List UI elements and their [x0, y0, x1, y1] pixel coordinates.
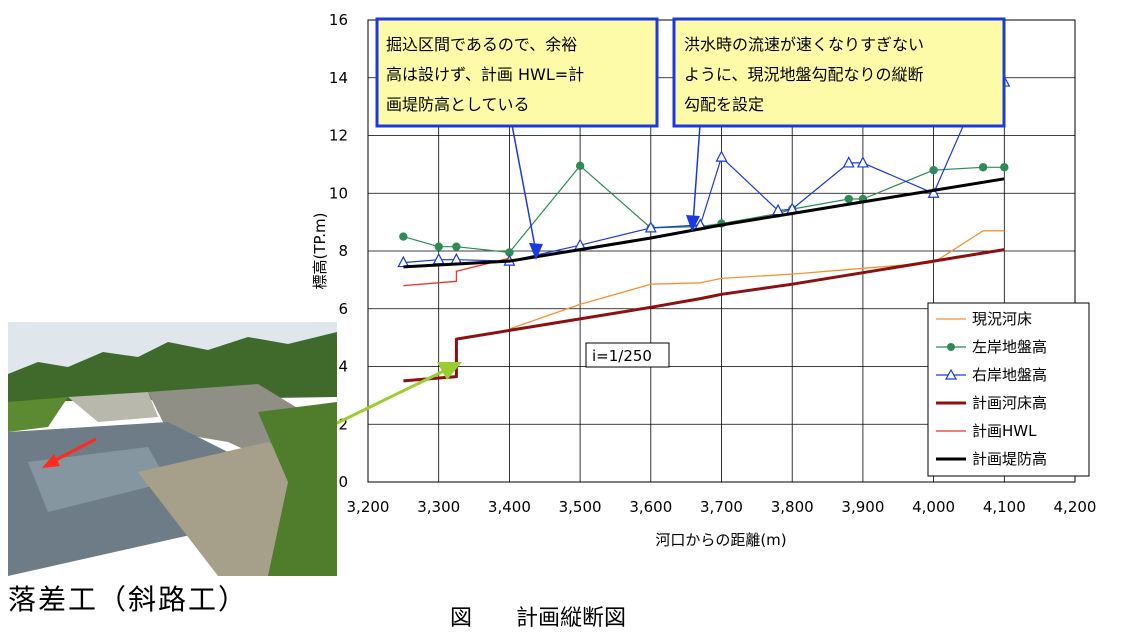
callout-left-pointer	[511, 124, 537, 253]
callout-right-box	[672, 17, 1006, 128]
photo-grass-right	[258, 402, 337, 576]
series-point-1	[844, 194, 853, 204]
legend-label-2: 右岸地盤高	[972, 366, 1047, 384]
series-point-1	[399, 232, 408, 241]
series-point-1	[978, 163, 988, 172]
drop-structure-photo	[8, 322, 337, 576]
series-point-1	[1000, 163, 1009, 172]
slope-label: i=1/250	[592, 347, 652, 365]
callout-left-line-1: 掘込区間であるので、余裕	[386, 35, 577, 54]
chart: 3,200 3,300 3,400 3,500 3,600 3,700 3,800 3,900…	[311, 11, 1097, 549]
legend-marker-2	[944, 368, 958, 380]
series-line-5	[403, 177, 1005, 269]
y-tick-label: 16	[329, 11, 348, 29]
series-point-1	[929, 165, 938, 175]
series-point-2	[927, 186, 940, 198]
x-tick-label: 4,200	[1054, 498, 1097, 516]
photo-pointer-arrowhead	[437, 362, 462, 380]
y-tick-label: 0	[338, 473, 348, 491]
x-tick-label: 3,700	[700, 498, 743, 516]
series-point-1	[575, 161, 585, 171]
series-point-2	[715, 150, 728, 162]
series-line-3	[403, 248, 1005, 383]
callout-left-box	[375, 17, 659, 128]
series-line-4	[403, 257, 510, 287]
legend-label-5: 計画堤防高	[972, 450, 1047, 468]
x-tick-label: 3,600	[629, 498, 672, 516]
callout-left-line-3: 画堤防高としている	[386, 95, 530, 114]
series-point-2	[397, 255, 410, 268]
series-point-2	[432, 252, 445, 265]
y-tick-label: 12	[329, 127, 348, 145]
tick-layer: 3,200 3,300 3,400 3,500 3,600 3,700 3,800 3,900…	[329, 11, 1097, 516]
legend-marker-1	[947, 343, 955, 351]
callout-right-pointer	[692, 124, 701, 225]
y-tick-label: 10	[329, 184, 348, 202]
x-tick-label: 3,400	[488, 498, 531, 516]
x-tick-label: 3,200	[347, 498, 390, 516]
callout-right-line-2: ように、現況地盤勾配なりの縦断	[684, 65, 924, 84]
y-tick-label: 8	[338, 242, 348, 260]
series-point-1	[452, 242, 461, 251]
callout-right-line-1: 洪水時の流速が速くなりすぎない	[684, 35, 924, 54]
callout-left-arrowhead	[529, 243, 543, 260]
legend-label-0: 現況河床	[972, 310, 1032, 328]
x-axis-title: 河口からの距離(m)	[655, 531, 786, 549]
series-point-2	[450, 252, 463, 265]
series-point-1	[505, 248, 514, 257]
series-line-0	[509, 230, 1005, 330]
x-tick-label: 3,800	[771, 498, 814, 516]
photo-embankment	[68, 392, 158, 422]
series-point-2	[644, 221, 657, 233]
y-tick-label: 4	[338, 358, 348, 376]
y-axis-title: 標高(TP.m)	[311, 213, 329, 290]
x-tick-label: 4,100	[983, 498, 1026, 516]
series-line-1	[403, 165, 1005, 253]
callout-left-line-2: 高は設けず、計画 HWL=計	[386, 65, 584, 84]
series-point-1	[434, 242, 443, 251]
x-tick-label: 3,900	[841, 498, 884, 516]
series-point-2	[842, 156, 855, 168]
legend-box	[927, 302, 1090, 477]
series-point-2	[856, 156, 869, 168]
callout-right-arrowhead	[686, 215, 700, 232]
photo-pointer-arrow	[332, 368, 447, 427]
x-tick-label: 3,500	[559, 498, 602, 516]
x-tick-label: 4,000	[912, 498, 955, 516]
photo-water-reflection	[28, 447, 168, 512]
series-layer	[397, 73, 1011, 383]
y-tick-label: 6	[338, 300, 348, 318]
legend-label-3: 計画河床高	[972, 394, 1047, 412]
x-tick-label: 3,300	[417, 498, 460, 516]
slope-label-box	[585, 342, 670, 368]
photo-flow-arrowhead	[42, 454, 60, 468]
y-tick-label: 2	[338, 415, 348, 433]
legend-label-4: 計画HWL	[972, 422, 1037, 440]
photo-grass-left	[8, 397, 68, 432]
callout-right-line-3: 勾配を設定	[684, 95, 764, 114]
photo-flow-arrow	[51, 437, 97, 464]
legend-label-1: 左岸地盤高	[972, 338, 1047, 356]
y-tick-label: 14	[329, 69, 348, 87]
photo-caption: 落差工（斜路工）	[8, 583, 249, 616]
figure-caption: 図 計画縦断図	[450, 606, 627, 631]
